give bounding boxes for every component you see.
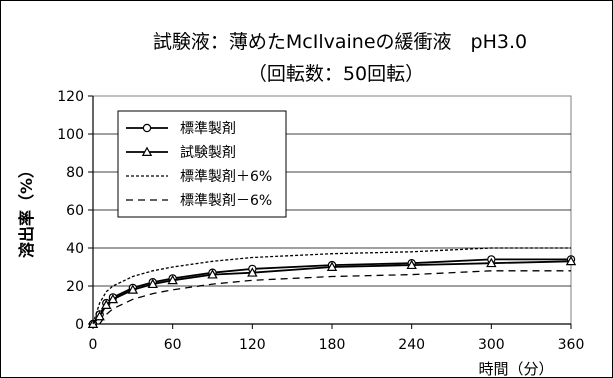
chart-subtitle: （回転数：50回転） xyxy=(248,63,424,85)
series-1-point-5 xyxy=(147,278,158,289)
series-line-2 xyxy=(92,247,571,325)
y-tick-label-6: 120 xyxy=(57,89,84,105)
y-axis-label: 溶出率（%） xyxy=(17,162,36,258)
series-1-point-7 xyxy=(207,269,218,279)
series-1-point-12 xyxy=(565,255,577,266)
x-tick-label-0: 0 xyxy=(89,337,98,353)
x-axis-label: 時間（分） xyxy=(478,360,553,378)
series-1-point-4 xyxy=(127,284,139,294)
series-1-point-9 xyxy=(326,261,338,271)
series-1-point-1 xyxy=(94,310,105,321)
series-line-3 xyxy=(99,270,571,325)
y-tick-label-0: 0 xyxy=(75,317,84,333)
series-1-point-3 xyxy=(107,293,119,304)
series-1-point-11 xyxy=(486,257,497,268)
y-tick-label-3: 60 xyxy=(66,203,84,219)
x-tick-labels: 0 60 120 180 240 300 360 xyxy=(89,337,585,353)
x-tick-label-4: 240 xyxy=(398,337,425,353)
x-tick-label-1: 60 xyxy=(164,337,182,353)
legend-label-1: 試験製剤 xyxy=(180,145,236,161)
chart-title: 試験液：薄めたMcIlvaineの緩衝液 pH3.0 xyxy=(153,31,527,53)
series-1-point-10 xyxy=(406,259,417,270)
legend-marker-1 xyxy=(141,146,153,156)
series-1-point-2 xyxy=(101,299,112,309)
x-tick-label-5: 300 xyxy=(478,337,505,353)
x-tick-label-3: 180 xyxy=(319,337,346,353)
legend-label-0: 標準製剤 xyxy=(180,121,236,137)
series-lines xyxy=(87,247,577,329)
legend-label-2: 標準製剤＋6% xyxy=(180,169,272,185)
legend-marker-0 xyxy=(142,123,152,133)
x-tick-label-2: 120 xyxy=(239,337,266,353)
legend-label-3: 標準製剤－6% xyxy=(180,193,272,209)
x-tick-label-6: 360 xyxy=(558,337,585,353)
y-tick-label-4: 80 xyxy=(66,165,84,181)
y-tick-label-2: 40 xyxy=(66,241,84,257)
series-1-point-8 xyxy=(247,267,258,277)
y-tick-label-1: 20 xyxy=(66,279,84,295)
y-tick-labels: 0 20 40 60 80 100 120 xyxy=(57,89,84,333)
series-1-point-6 xyxy=(167,274,178,285)
y-tick-label-5: 100 xyxy=(57,127,84,143)
